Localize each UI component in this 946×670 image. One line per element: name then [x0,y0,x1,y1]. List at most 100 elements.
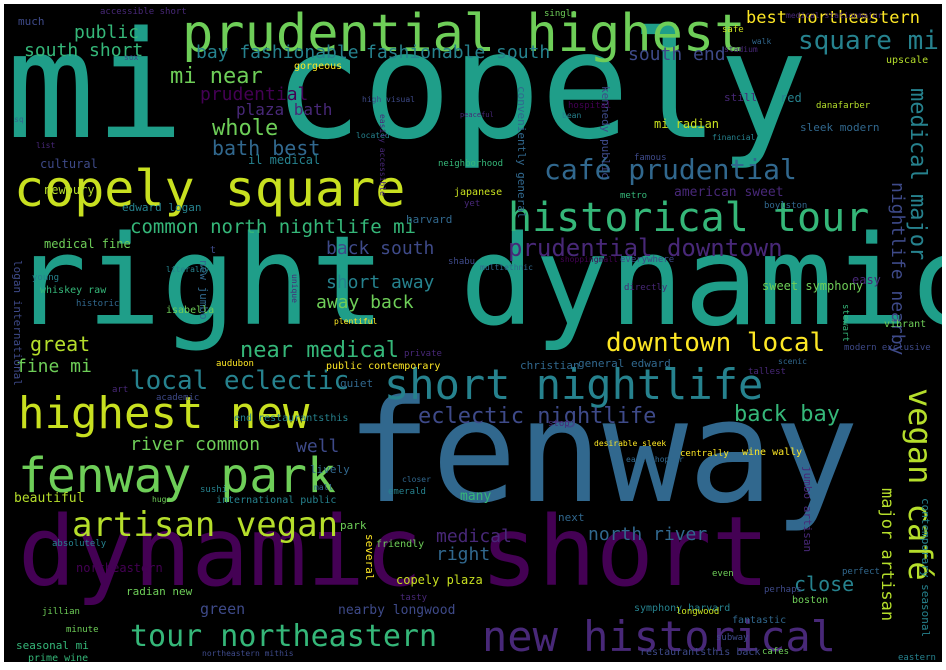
cloud-word: local eclectic [130,366,350,396]
cloud-word: mi near [170,64,263,89]
cloud-word: dynamic short [18,496,770,608]
cloud-word: kennedy public [599,86,612,179]
cloud-word: lively [310,463,350,476]
cloud-word: metro [620,191,648,201]
cloud-word: young [32,273,60,283]
cloud-word: stewart [840,304,850,342]
cloud-word: gorgeous [294,61,343,72]
cloud-word: sleek modern [800,121,880,134]
cloud-word: fantastic [732,615,787,626]
cloud-word: shoppingmall [560,255,618,264]
cloud-word: south end [628,44,726,65]
cloud-word: american sweet [674,185,784,200]
cloud-word: subway [716,633,749,643]
cloud-word: everywhere [620,255,675,265]
cloud-word: directly [624,283,668,293]
cloud-word: seasonal mi [16,639,89,652]
cloud-word: fine mi [16,356,92,377]
cloud-word: accessible short [100,7,187,17]
cloud-word: still [724,91,758,104]
cloud-word: away back [316,292,414,313]
cloud-word: safe [722,25,744,35]
cloud-word: medical stationmajor [786,11,883,20]
cloud-word: prudential highest [182,4,746,64]
cloud-word: red [780,91,802,105]
cloud-word: il medical [248,153,321,167]
cloud-word: historic [76,299,120,309]
cloud-word: new historical [482,612,837,661]
cloud-word: private [404,349,442,359]
cloud-word: hospital [568,101,612,111]
cloud-word: prudential downtown [508,234,783,262]
cloud-word: financial [712,133,756,142]
cloud-word: river common [130,434,261,455]
cloud-word: emerald [388,487,426,497]
cloud-word: square mi [798,26,939,56]
cloud-word: northeastern [76,561,163,575]
cloud-word: medical [436,526,512,547]
cloud-word: symphony harvard [634,603,731,614]
cloud-word: shabu [448,257,476,267]
cloud-word: well [296,436,340,457]
cloud-word: boston [792,595,829,606]
cloud-word: single [544,9,577,19]
cloud-word: end restaurantsthis [234,413,349,424]
cloud-word: bath best [212,136,321,160]
cloud-word: general edward [578,357,671,370]
cloud-word: artisan vegan [72,505,339,545]
cloud-word: fenway park [18,448,336,504]
word-cloud: mi copely right dynamic fenway dynamic s… [4,4,942,662]
cloud-word: restaurantsthis back [640,647,761,658]
cloud-word: back bay [734,402,840,427]
cloud-word: stadium [724,45,758,54]
cloud-word: north river [588,524,708,545]
cloud-word: nearby longwood [338,603,456,618]
cloud-word: bean [562,111,582,120]
cloud-word: perhaps [764,585,802,595]
cloud-word: danafarber [816,101,871,111]
cloud-word: prudential [200,84,309,105]
cloud-word: historical tour [508,195,870,241]
cloud-word: east shopper [626,455,684,464]
cloud-word: contemporary seasonal [919,498,932,638]
cloud-word: scenic [778,357,807,366]
cloud-word: new jumbo [197,260,210,320]
cloud-word: fashionable south [366,42,551,63]
cloud-word: academic [156,393,200,403]
cloud-word: huge [152,495,172,504]
cloud-word: upscale [886,55,929,66]
cloud-word: sox [124,53,139,62]
cloud-word: prime wine [28,653,89,663]
cloud-word: right dynamic [12,210,942,354]
cloud-word: art [112,385,129,395]
cloud-word: harvard [406,213,453,226]
cloud-word: best northeastern [746,8,920,28]
cloud-word: great [30,332,91,356]
cloud-word: vibrant [884,319,927,330]
cloud-word: walk [752,37,772,46]
cloud-word: plentiful [334,317,378,326]
cloud-word: copely plaza [396,573,483,587]
cloud-word: public [74,22,140,43]
cloud-word: closer [402,475,431,484]
cloud-word: logan international [11,260,24,386]
cloud-word: friendly [376,539,425,550]
cloud-word: northeastern mithis [202,649,294,658]
cloud-word: sweet symphony [762,279,864,293]
cloud-word: edward logan [122,201,202,214]
cloud-word: japanese [454,187,503,198]
cloud-word: short away [326,272,435,293]
cloud-word: close [794,572,855,596]
cloud-word: wine wally [742,447,803,458]
cloud-word: many [460,489,492,504]
cloud-word: newbury [44,183,95,197]
cloud-word: absolutely [52,539,107,549]
cloud-word: short nightlife [384,360,764,409]
cloud-word: copely square [14,160,406,218]
cloud-word: yet [464,199,481,209]
cloud-word: literally [166,265,210,274]
cloud-word: major artisan [877,488,897,622]
cloud-word: unique [290,274,299,303]
cloud-word: quiet [340,377,374,390]
cloud-word: centrally [680,449,729,459]
